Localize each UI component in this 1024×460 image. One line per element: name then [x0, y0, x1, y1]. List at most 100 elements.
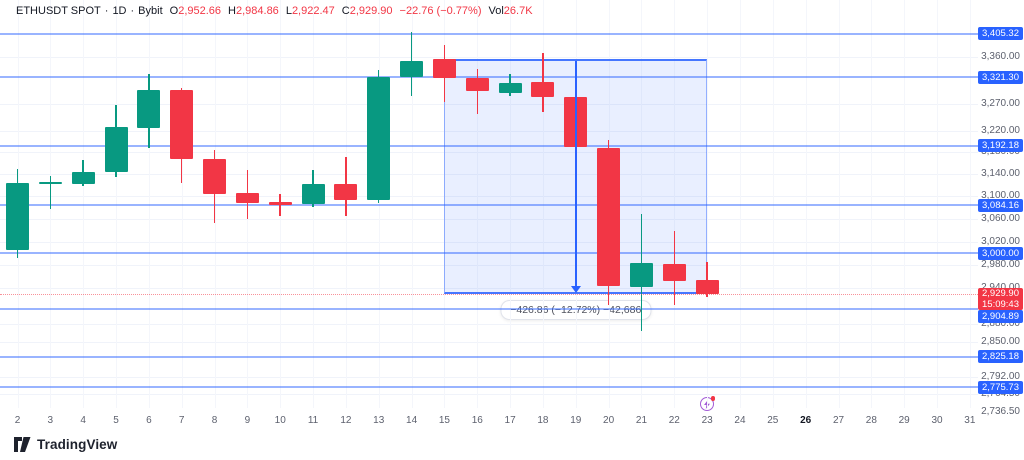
candle-day-5[interactable]	[104, 127, 128, 173]
bar-countdown: 15:09:43	[982, 298, 1019, 310]
gridline-vertical	[707, 0, 709, 408]
candle-day-15[interactable]	[432, 59, 456, 79]
gridline-vertical	[641, 0, 643, 408]
price-level-line[interactable]	[0, 252, 978, 254]
date-tick-label: 18	[537, 415, 549, 426]
candle-day-3[interactable]	[38, 181, 62, 185]
price-level-badge: 3,192.18	[978, 139, 1023, 153]
gridline-horizontal	[0, 341, 978, 343]
change-value: −22.76 (−0.77%)	[399, 5, 482, 17]
date-tick-label: 15	[438, 415, 450, 426]
candle-day-7[interactable]	[170, 90, 194, 160]
gridline-vertical	[148, 0, 150, 408]
price-tick-label: 3,060.00	[981, 212, 1020, 224]
chart-plot-area[interactable]: −426.86 (−12.72%) −42,686	[0, 0, 978, 432]
candle-wick-day-23[interactable]	[706, 261, 708, 297]
gridline-horizontal	[0, 241, 978, 243]
candle-day-12[interactable]	[334, 184, 358, 200]
gridline-horizontal	[0, 323, 978, 325]
candle-day-17[interactable]	[498, 82, 522, 94]
price-tick-label: 2,792.00	[981, 371, 1020, 383]
candle-wick-day-16[interactable]	[476, 69, 478, 114]
volume-label: Vol	[488, 5, 504, 17]
price-level-badge: 2,904.89	[978, 309, 1023, 323]
gridline-vertical	[444, 0, 446, 408]
measure-arrow-head-icon	[570, 285, 581, 293]
high-label: H	[228, 5, 236, 17]
price-tick-label: 2,764.50	[981, 388, 1020, 400]
gridline-horizontal	[0, 152, 978, 154]
candle-day-21[interactable]	[629, 262, 653, 287]
date-tick-label: 16	[471, 415, 483, 426]
gridline-horizontal	[0, 218, 978, 220]
candle-day-14[interactable]	[400, 61, 424, 78]
date-tick-label: 3	[47, 415, 54, 426]
exchange-name[interactable]: Bybit	[138, 5, 163, 17]
tradingview-logo[interactable]: TradingView	[14, 437, 117, 452]
price-level-line[interactable]	[0, 204, 978, 207]
candle-day-2[interactable]	[6, 182, 29, 251]
gridline-vertical	[477, 0, 479, 408]
candle-day-6[interactable]	[137, 90, 161, 129]
price-level-badge: 3,084.16	[978, 198, 1023, 212]
symbol-name[interactable]: ETHUSDT SPOT	[16, 5, 101, 17]
price-tick-label: 3,220.00	[981, 124, 1020, 136]
price-level-line[interactable]	[0, 76, 978, 79]
date-tick-label: 31	[964, 415, 976, 426]
candle-day-11[interactable]	[301, 184, 325, 204]
current-price-line	[0, 293, 978, 295]
candle-day-18[interactable]	[531, 81, 555, 98]
gridline-horizontal	[0, 57, 978, 59]
price-level-line[interactable]	[0, 386, 978, 389]
candle-day-10[interactable]	[268, 201, 292, 205]
gridline-vertical	[838, 0, 840, 408]
price-level-line[interactable]	[0, 307, 978, 310]
notification-dot	[710, 396, 716, 401]
close-value: 2,929.90	[349, 5, 393, 17]
date-tick-label: 8	[211, 415, 218, 426]
candle-day-13[interactable]	[367, 77, 391, 200]
candle-wick-day-10[interactable]	[279, 194, 281, 216]
price-level-badge: 2,775.73	[978, 380, 1023, 394]
price-level-badge: 2,825.18	[978, 350, 1023, 364]
candle-day-4[interactable]	[71, 172, 95, 185]
date-tick-label: 28	[865, 415, 877, 426]
price-level-badge: 3,405.32	[978, 27, 1023, 41]
price-tick-label: 2,980.00	[981, 258, 1020, 270]
price-level-line[interactable]	[0, 144, 978, 147]
candle-wick-day-3[interactable]	[49, 175, 52, 209]
candle-day-16[interactable]	[465, 78, 489, 92]
date-tick-label: 20	[603, 415, 615, 426]
gridline-horizontal	[0, 287, 978, 289]
last-price-badge: 2,929.90 15:09:43	[978, 287, 1023, 310]
candle-day-23[interactable]	[695, 279, 719, 294]
high-value: 2,984.86	[235, 5, 279, 17]
interval-selector[interactable]: 1D	[112, 5, 127, 17]
date-tick-label: 7	[178, 415, 185, 426]
candle-day-22[interactable]	[662, 263, 686, 281]
gridline-horizontal	[0, 103, 978, 105]
price-tick-label: 3,270.00	[981, 97, 1020, 109]
price-level-badge: 3,000.00	[978, 246, 1023, 260]
price-tick-label: 3,100.00	[981, 190, 1020, 202]
date-tick-label: 13	[373, 415, 385, 426]
price-axis[interactable]: 3,360.003,270.003,220.003,180.003,140.00…	[978, 0, 1024, 432]
gridline-horizontal	[0, 377, 978, 379]
date-tick-label: 22	[668, 415, 680, 426]
gridline-vertical	[116, 0, 118, 408]
price-level-line[interactable]	[0, 32, 978, 35]
date-tick-label: 10	[274, 415, 286, 426]
price-tick-label: 2,850.00	[981, 335, 1020, 347]
gridline-vertical	[871, 0, 873, 408]
candle-day-9[interactable]	[235, 192, 259, 203]
gridline-vertical	[83, 0, 85, 408]
last-price-value: 2,929.90	[982, 287, 1019, 299]
candle-day-20[interactable]	[597, 147, 621, 286]
gridline-vertical	[739, 0, 741, 408]
price-level-line[interactable]	[0, 355, 978, 358]
gridline-horizontal	[0, 196, 978, 198]
date-tick-label: 26	[800, 415, 812, 426]
time-axis[interactable]: 2 3 4 5 6 7 8 9 10 11 12 13 14 15 16 17 18 19 20 21 22 23 24 25…	[0, 408, 978, 434]
candle-day-8[interactable]	[203, 159, 227, 195]
